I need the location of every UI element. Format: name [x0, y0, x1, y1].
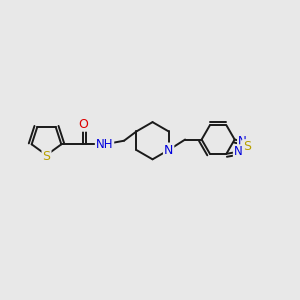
Text: N: N	[238, 135, 247, 148]
Text: N: N	[164, 143, 173, 157]
Text: NH: NH	[96, 138, 113, 151]
Text: S: S	[243, 140, 251, 153]
Text: O: O	[78, 118, 88, 131]
Text: S: S	[43, 150, 50, 163]
Text: N: N	[234, 145, 243, 158]
